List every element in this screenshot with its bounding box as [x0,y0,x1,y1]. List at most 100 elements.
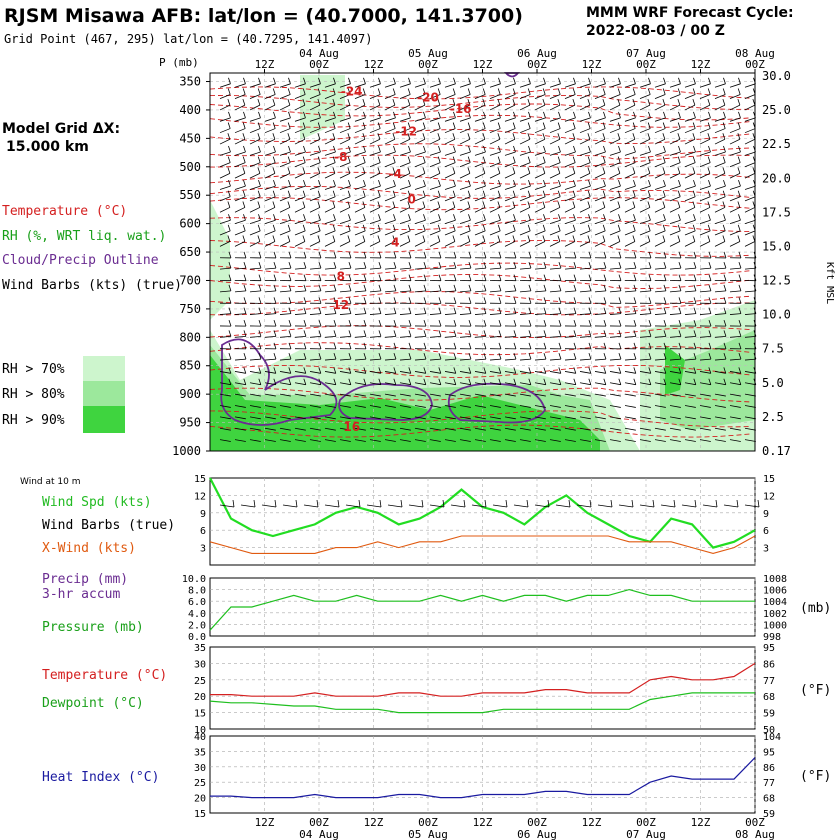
wind-barb-flag [572,167,576,174]
wind-barb-flag [722,98,726,106]
wind-barb [324,320,337,327]
wind-barb [519,214,531,225]
wind-barb [294,320,307,327]
wind-barb-shaft [459,172,471,179]
wind-barb [564,111,576,122]
wind-barb-shaft [609,335,621,338]
wind-barb-shaft [414,290,426,293]
wind-barb-shaft [369,405,381,408]
wind-barb-flag [618,111,621,119]
wind-barb-flag [512,190,516,197]
p-tick-label: 600 [179,217,201,231]
wind-barb-flag [378,297,382,304]
x-tick-bottom: 00Z [527,816,547,829]
wind-barb-shaft [684,313,696,315]
wind-barb [684,393,696,397]
wind-barb-shaft [219,371,231,374]
wind-barb-shaft [444,358,456,361]
wind-barb-shaft [639,439,651,442]
wind-barb [744,167,756,179]
wind-barb [264,439,276,442]
wind-barb [729,214,741,225]
wind-barb-shaft [639,104,651,111]
wind-barb [234,330,247,338]
wind-barb-flag [617,224,621,232]
wind-barb [369,214,381,225]
wind-barb-shaft [504,94,516,99]
wind-barb [264,393,276,397]
wind-barb-flag [618,352,622,360]
wind-barb [324,427,336,431]
wind-barb [549,77,561,88]
wind-barb [564,320,577,327]
sfc-wind-barb-flag [547,499,550,508]
wind-barb-shaft [429,405,441,408]
wind-barb [219,180,231,190]
wind-barb-flag [242,167,246,174]
wind-barb-flag [482,156,486,163]
wind-barb [654,284,667,293]
wind-barb [354,133,366,145]
wind-barb-shaft [219,313,231,315]
wind-barb-flag [393,262,397,269]
wind-barb-shaft [744,83,756,88]
wind-barb-shaft [399,427,411,431]
wind-barb-flag [708,111,711,119]
wind-barb [489,77,501,88]
wind-barb-shaft [579,241,591,247]
wind-barb-shaft [279,104,291,111]
wind-barb-shaft [609,196,621,202]
wind-barb [504,427,516,431]
wind-barb [264,330,277,338]
wind-barb-shaft [624,416,636,420]
wind-barb-flag [723,77,726,84]
wind-barb-shaft [549,138,561,145]
wind-barb [249,378,262,386]
wind-barb [519,224,531,236]
wind-barb [339,201,351,213]
wind-barb-shaft [594,94,606,99]
wind-barb-shaft [489,371,501,374]
wind-barb [234,416,246,420]
wind-barb-shaft [549,83,561,88]
sfc-wind-barb-shaft [492,504,508,508]
wind-barb [519,307,532,315]
wind-barb-flag [288,180,291,187]
wind-barb [504,201,516,213]
wind-barb-shaft [369,393,381,397]
wind-barb [549,98,561,111]
wind-barb-shaft [234,405,246,408]
wind-barb [654,297,667,304]
wind-barb-shaft [729,94,741,99]
wind-barb-flag [543,342,547,350]
wind-barb-shaft [504,393,516,397]
wind-barb-shaft [354,172,366,179]
wind-barb-flag [603,274,607,281]
wind-barb [399,133,411,145]
wind-barb-flag [693,180,696,187]
wind-barb [639,98,651,111]
wind-barb [339,111,351,122]
wind-barb [654,427,666,431]
wind-barb-flag [273,330,277,337]
wind-barb [414,224,426,236]
wind-barb [234,251,247,259]
wind-barb-shaft [609,358,621,361]
wind-barb-shaft [249,185,261,190]
wind-barb-flag [542,88,546,95]
legend-precip-accum: 3-hr accum [42,587,120,602]
wind-barb-shaft [444,117,456,122]
wind-barb-shaft [579,405,591,408]
wind-barb-flag [588,297,592,304]
wind-barb [264,133,276,145]
wind-barb [444,180,456,190]
wind-barb [729,77,741,88]
temperature-label: 8 [337,269,345,283]
wind-barb-flag [737,98,741,106]
wind-barb [234,111,246,122]
wind-barb-shaft [729,335,741,338]
wind-barb-flag [692,235,696,242]
sfc-wind-barb [408,499,424,508]
wind-barb-shaft [414,230,426,236]
wind-barb-flag [662,201,666,208]
